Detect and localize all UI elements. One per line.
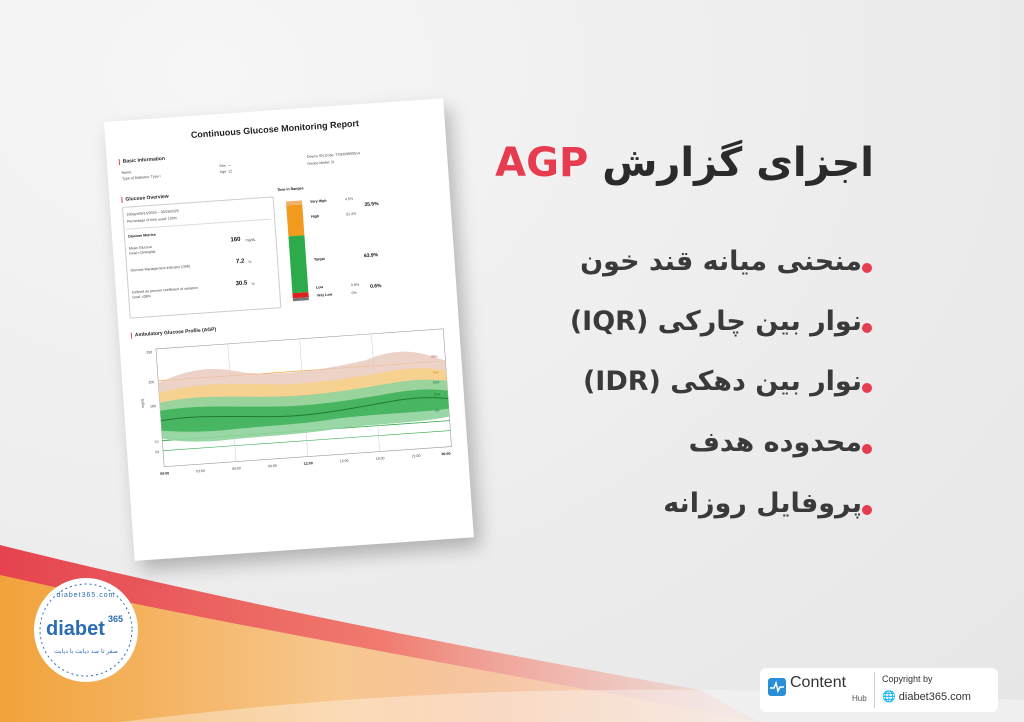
device-sn: Device SN Code: T250D9050514 <box>306 151 361 159</box>
mean-unit: mg/dL <box>245 237 256 243</box>
very-low-segment <box>292 297 309 302</box>
y-tick-350: 350 <box>146 350 152 354</box>
high-value: 31.4% <box>345 211 357 217</box>
target-value: 63.9% <box>363 252 379 260</box>
bullet-icon <box>862 383 872 393</box>
content-hub-icon <box>768 678 786 696</box>
y-tick-180: 180 <box>150 404 156 408</box>
list-item: نوار بین دهکی (IDR) <box>582 366 862 397</box>
device-model: Device Model: i3 <box>307 160 335 166</box>
brand-logo-number: 365 <box>108 614 124 624</box>
brand-logo: diabet365.com diabet 365 صفر تا صد دیابت… <box>34 578 138 682</box>
x-tick-4: 12:00 <box>304 461 313 466</box>
very-low-value: 0% <box>351 290 357 296</box>
age-label: Age: 12 <box>219 169 233 175</box>
low-sum-value: 0.6% <box>369 283 382 290</box>
bullet-icon <box>862 505 872 515</box>
pct-95: 95% <box>431 354 438 358</box>
heading-accent: AGP <box>495 140 589 186</box>
agp-report-document: Continuous Glucose Monitoring Report Bas… <box>104 98 474 561</box>
mean-glucose-value: 160 <box>230 236 241 244</box>
very-high-label: Very High <box>309 198 327 204</box>
y-axis-label: mg/dL <box>140 398 145 408</box>
bullet-icon <box>862 323 872 333</box>
target-label: Target <box>313 256 325 262</box>
y-tick-250: 250 <box>148 380 154 384</box>
gmi-value: 7.2 <box>235 258 245 266</box>
target-segment <box>288 235 309 294</box>
gmi-unit: % <box>247 260 252 265</box>
brand-ring-text: diabet365.com <box>56 592 116 599</box>
low-label: Low <box>315 285 324 290</box>
footer-divider <box>874 672 875 708</box>
pct-5: 5% <box>435 408 440 412</box>
site-link[interactable]: 🌐 diabet365.com <box>882 690 971 703</box>
agp-chart: 350 250 180 70 54 mg/dL 00:00 03:00 06:0… <box>140 328 452 476</box>
basic-info-heading: Basic Information <box>118 155 166 166</box>
sex-label: Sex: — <box>219 163 232 169</box>
list-item: پروفایل روزانه <box>663 488 862 519</box>
content-label: Content <box>790 674 847 691</box>
heading-text: اجزای گزارش <box>602 140 874 186</box>
very-high-value: 4.5% <box>344 196 354 202</box>
pct-50: 50% <box>433 380 440 384</box>
cv-value: 30.5 <box>235 280 248 288</box>
list-item: منحنی میانه قند خون <box>580 246 862 277</box>
glucose-overview-heading: Glucose Overview <box>121 193 169 203</box>
y-tick-54: 54 <box>155 450 159 454</box>
high-sum-value: 35.5% <box>364 201 379 209</box>
x-tick-7: 21:00 <box>412 454 421 459</box>
x-tick-5: 15:00 <box>340 459 349 464</box>
footer-badge: Content Hub Copyright by 🌐 diabet365.com <box>760 668 998 712</box>
x-tick-0: 00:00 <box>160 471 169 476</box>
high-segment <box>286 204 305 237</box>
globe-icon: 🌐 <box>882 691 896 703</box>
brand-tagline: صفر تا صد دیابت با دیابت <box>54 648 118 655</box>
copyright-label: Copyright by <box>882 674 933 684</box>
bullet-icon <box>862 263 872 273</box>
list-item: محدوده هدف <box>688 427 862 458</box>
tir-heading: Time in Ranges <box>277 186 304 193</box>
page-heading: اجزای گزارش AGP <box>495 140 874 186</box>
type-label: Type of Diabetes: Type I <box>121 174 161 181</box>
list-item: نوار بین چارکی (IQR) <box>569 306 862 337</box>
site-label: diabet365.com <box>898 691 971 703</box>
x-tick-3: 09:00 <box>268 464 277 469</box>
y-tick-70: 70 <box>154 440 158 444</box>
very-low-label: Very Low <box>316 292 333 298</box>
pct-25: 25% <box>434 392 441 396</box>
brand-logo-text: diabet <box>46 618 105 640</box>
hub-label: Hub <box>852 694 867 703</box>
name-label: Name: <box>121 170 133 175</box>
cv-unit: % <box>251 281 256 287</box>
pct-75: 75% <box>432 370 439 374</box>
x-tick-8: 00:00 <box>441 452 450 457</box>
x-tick-2: 06:00 <box>232 466 241 471</box>
bullet-icon <box>862 444 872 454</box>
low-value: 0.6% <box>350 282 360 288</box>
x-tick-6: 18:00 <box>376 456 385 461</box>
tir-stacked-bar <box>285 200 309 302</box>
high-label: High <box>310 214 320 219</box>
x-tick-1: 03:00 <box>196 469 205 474</box>
